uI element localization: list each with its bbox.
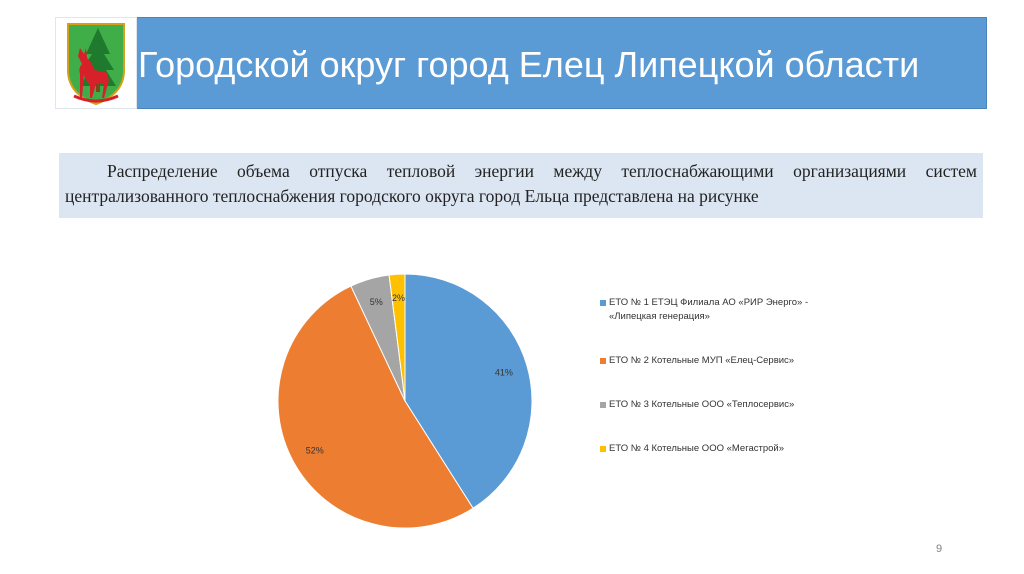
crest-container [55, 17, 137, 109]
pie-slice [277, 285, 474, 529]
slice-data-label: 2% [392, 293, 405, 303]
slice-data-label: 5% [370, 297, 383, 307]
legend-swatch [600, 300, 606, 306]
legend-item: ЕТО № 2 Котельные МУП «Елец-Сервис» [600, 354, 810, 368]
chart-legend: ЕТО № 1 ЕТЭЦ Филиала АО «РИР Энерго» - «… [600, 296, 810, 456]
legend-label: ЕТО № 2 Котельные МУП «Елец-Сервис» [609, 355, 795, 366]
legend-swatch [600, 358, 606, 364]
pie-slices [277, 273, 533, 529]
description-box: Распределение объема отпуска тепловой эн… [59, 153, 983, 218]
pie-slice [388, 273, 406, 402]
legend-label: ЕТО № 3 Котельные ООО «Теплосервис» [609, 399, 795, 410]
title-bar [55, 17, 987, 109]
yelets-coat-of-arms-icon [67, 23, 125, 106]
legend-item: ЕТО № 1 ЕТЭЦ Филиала АО «РИР Энерго» - «… [600, 296, 810, 324]
legend-label: ЕТО № 1 ЕТЭЦ Филиала АО «РИР Энерго» - «… [609, 297, 809, 322]
legend-item: ЕТО № 3 Котельные ООО «Теплосервис» [600, 398, 810, 412]
slice-data-label: 52% [306, 446, 324, 456]
legend-label: ЕТО № 4 Котельные ООО «Мегастрой» [609, 443, 784, 454]
legend-item: ЕТО № 4 Котельные ООО «Мегастрой» [600, 442, 810, 456]
slice-data-label: 41% [495, 367, 513, 377]
legend-swatch [600, 446, 606, 452]
slide-title: Городской округ город Елец Липецкой обла… [138, 44, 920, 85]
page-number: 9 [936, 543, 943, 555]
pie-slice [404, 273, 533, 509]
legend-swatch [600, 402, 606, 408]
pie-labels: 41% 52% 5% 2% [306, 293, 513, 455]
